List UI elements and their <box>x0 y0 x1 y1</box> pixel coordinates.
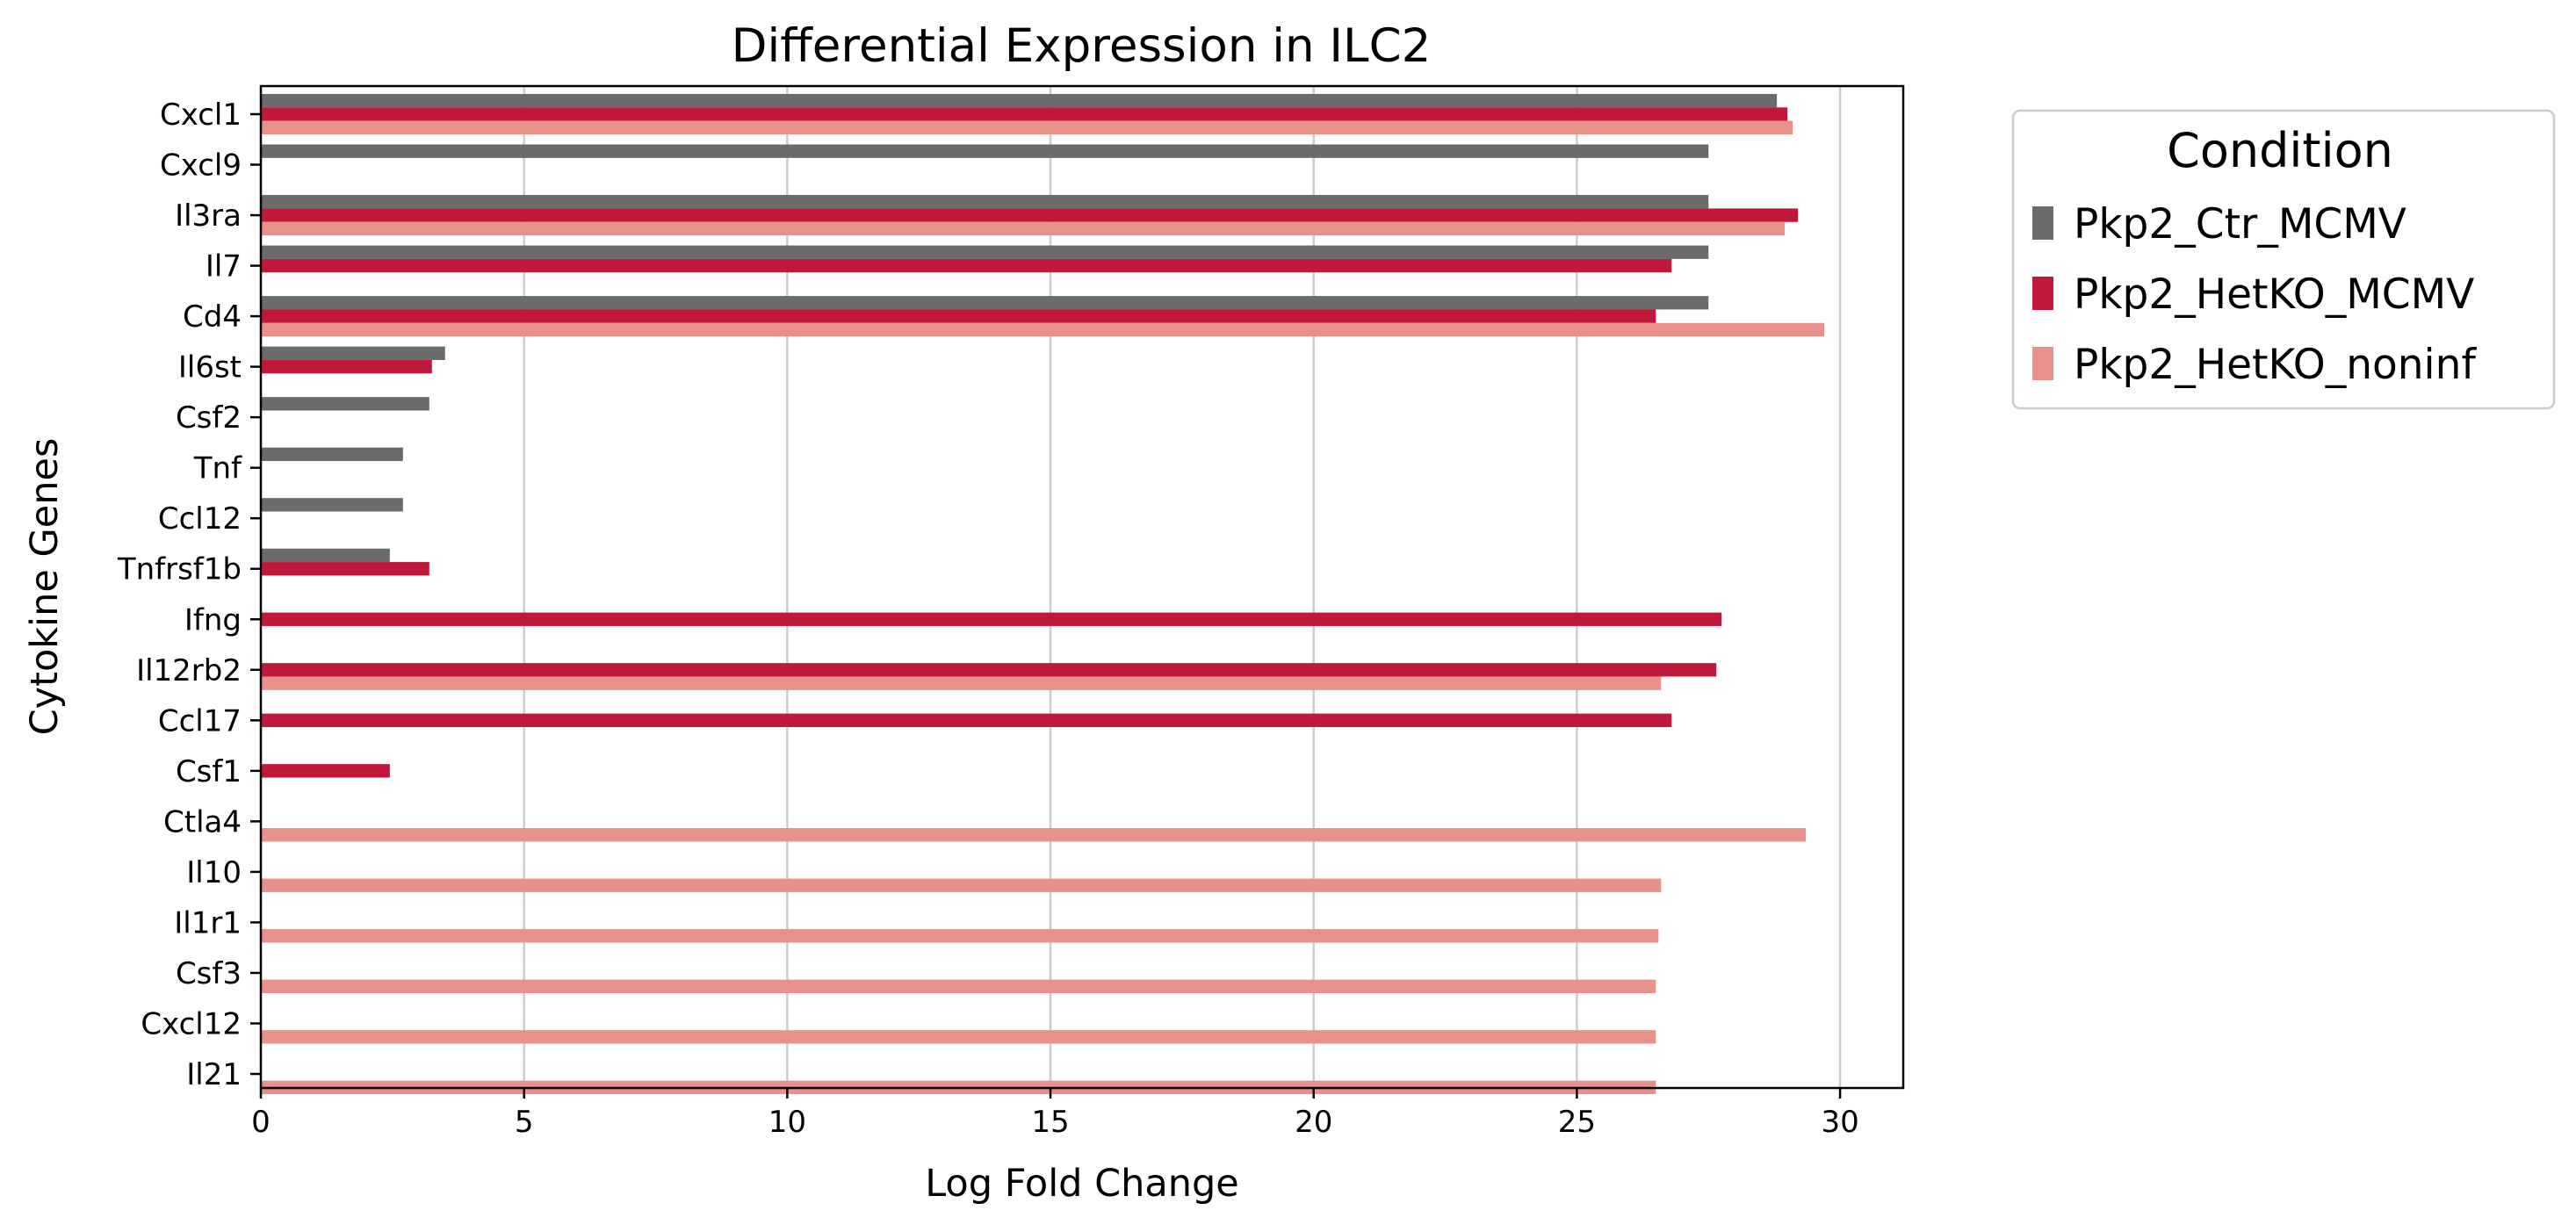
legend-swatch <box>2032 347 2053 380</box>
bar <box>261 979 1656 993</box>
y-tick-label: Tnfrsf1b <box>117 552 242 587</box>
bar <box>261 676 1662 690</box>
x-tick-label: 0 <box>251 1105 271 1140</box>
bar <box>261 208 1799 222</box>
bar <box>261 144 1709 158</box>
bar <box>261 447 403 462</box>
x-axis: 0 5 10 15 20 25 30 <box>251 1088 1859 1140</box>
y-tick-label: Cd4 <box>183 299 242 335</box>
bar <box>261 713 1672 727</box>
x-tick-label: 20 <box>1295 1105 1332 1140</box>
y-tick-label: Il7 <box>206 249 242 285</box>
bar <box>261 612 1722 626</box>
y-tick-label: Csf1 <box>176 754 242 789</box>
bar <box>261 663 1717 677</box>
bar <box>261 93 1778 108</box>
y-axis-title: Cytokine Genes <box>23 438 67 736</box>
y-tick-label: Il12rb2 <box>136 653 242 688</box>
bar <box>261 397 429 411</box>
y-tick-label: Ctla4 <box>163 804 242 839</box>
chart-title: Differential Expression in ILC2 <box>732 19 1432 73</box>
y-tick-label: Il3ra <box>175 198 242 234</box>
bar <box>261 322 1825 337</box>
y-tick-label: Cxcl12 <box>141 1006 242 1041</box>
legend: Condition Pkp2_Ctr_MCMV Pkp2_HetKO_MCMV Pk… <box>2011 109 2556 410</box>
x-tick-label: 30 <box>1821 1105 1858 1140</box>
bar <box>261 929 1659 943</box>
y-tick-label: Il6st <box>178 350 242 385</box>
y-tick-label: Il1r1 <box>174 905 242 940</box>
x-tick-label: 10 <box>768 1105 806 1140</box>
bar <box>261 359 432 374</box>
legend-label: Pkp2_Ctr_MCMV <box>2074 200 2406 249</box>
x-axis-title: Log Fold Change <box>925 1162 1239 1206</box>
bar <box>261 1030 1656 1044</box>
bar <box>261 309 1656 323</box>
x-tick-label: 5 <box>515 1105 534 1140</box>
y-tick-label: Cxcl9 <box>160 148 242 184</box>
bar <box>261 548 390 563</box>
bar <box>261 245 1709 259</box>
bar <box>261 828 1807 842</box>
y-tick-label: Csf2 <box>176 400 242 436</box>
y-axis: Cxcl1 Cxcl9 Il3ra Il7 Cd4 Il6st Csf2 Tnf Ccl12 Tn… <box>117 97 261 1092</box>
legend-title: Condition <box>2167 123 2393 178</box>
y-tick-label: Ifng <box>184 602 242 638</box>
bar <box>261 296 1709 310</box>
plot-frame <box>259 84 1905 1090</box>
y-tick-label: Ccl12 <box>158 501 242 537</box>
y-tick-label: Tnf <box>193 451 242 486</box>
y-tick-label: Csf3 <box>176 956 242 991</box>
y-tick-label: Il10 <box>186 855 242 890</box>
legend-box <box>2011 109 2556 410</box>
legend-label: Pkp2_HetKO_MCMV <box>2074 270 2474 319</box>
bar <box>261 498 403 512</box>
bars <box>261 93 1825 1095</box>
bar <box>261 221 1786 236</box>
legend-swatch <box>2032 206 2053 240</box>
bar <box>261 346 445 360</box>
bar <box>261 258 1672 273</box>
bar <box>261 878 1662 892</box>
bar <box>261 195 1709 209</box>
x-tick-label: 15 <box>1031 1105 1069 1140</box>
legend-label: Pkp2_HetKO_noninf <box>2074 341 2477 389</box>
bar <box>261 120 1793 135</box>
bar <box>261 562 429 576</box>
bar <box>261 107 1788 121</box>
x-tick-label: 25 <box>1558 1105 1596 1140</box>
y-tick-label: Cxcl1 <box>160 97 242 133</box>
y-tick-label: Il21 <box>186 1057 242 1092</box>
bar <box>261 764 390 778</box>
y-tick-label: Ccl17 <box>158 703 242 738</box>
legend-swatch <box>2032 277 2053 310</box>
